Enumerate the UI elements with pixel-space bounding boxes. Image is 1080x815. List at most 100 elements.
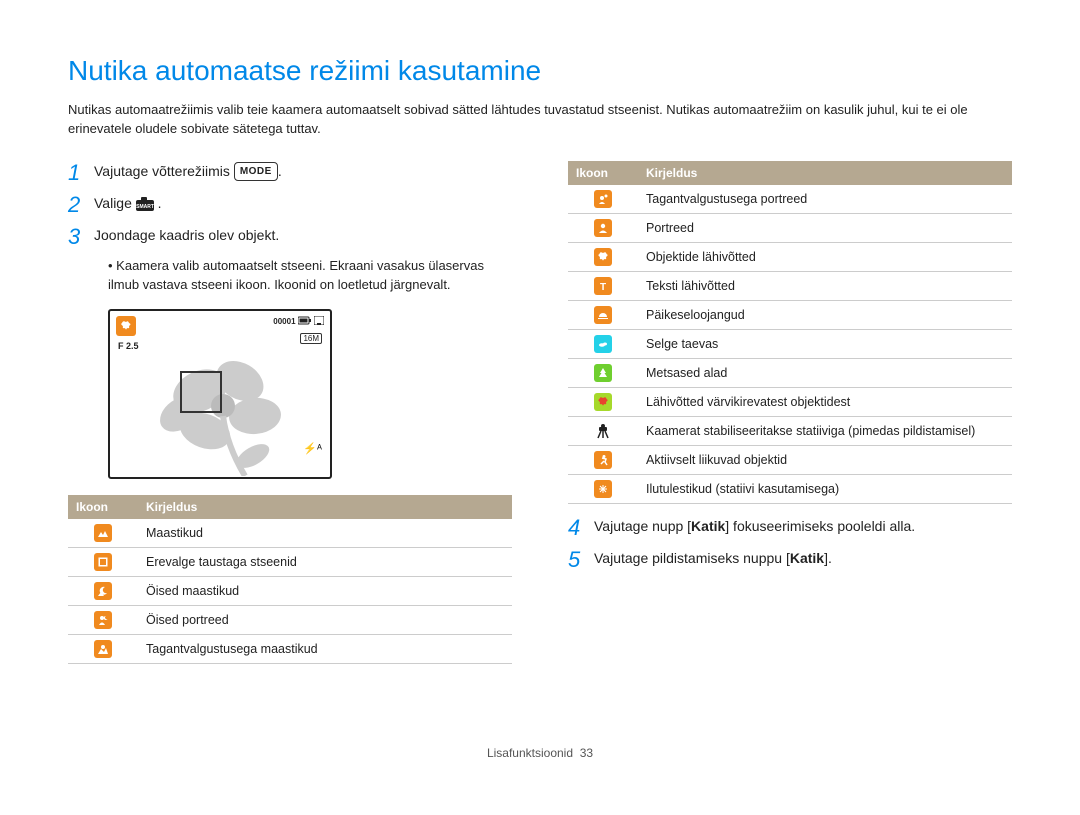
desc-cell: Maastikud (138, 519, 512, 548)
step-5-pre: Vajutage pildistamiseks nuppu [ (594, 550, 790, 566)
th-desc: Kirjeldus (138, 495, 512, 519)
footer-label: Lisafunktsioonid (487, 746, 573, 760)
portrait-icon (594, 219, 612, 237)
step-2: 2 Valige SMART . (68, 193, 512, 217)
table-row: Erevalge taustaga stseenid (68, 547, 512, 576)
step-number: 5 (568, 548, 594, 572)
icon-cell (568, 329, 638, 358)
landscape-icon (94, 524, 112, 542)
icon-cell (68, 547, 138, 576)
action-icon (594, 451, 612, 469)
step-5-bold: Katik (790, 550, 824, 566)
step-4-pre: Vajutage nupp [ (594, 518, 691, 534)
desc-cell: Metsased alad (638, 358, 1012, 387)
fireworks-icon (594, 480, 612, 498)
table-row: Tagantvalgustusega maastikud (68, 634, 512, 663)
desc-cell: Selge taevas (638, 329, 1012, 358)
forest-icon (594, 364, 612, 382)
step-4: 4 Vajutage nupp [Katik] fokuseerimiseks … (568, 516, 1012, 540)
table-row: Maastikud (68, 519, 512, 548)
aperture-value: F 2.5 (118, 341, 139, 351)
desc-cell: Aktiivselt liikuvad objektid (638, 445, 1012, 474)
icon-table-left: Ikoon Kirjeldus MaastikudErevalge tausta… (68, 495, 512, 664)
step-1: 1 Vajutage võtterežiimis MODE. (68, 161, 512, 185)
desc-cell: Tagantvalgustusega portreed (638, 185, 1012, 214)
left-column: 1 Vajutage võtterežiimis MODE. 2 Valige … (68, 161, 512, 676)
step-number: 3 (68, 225, 94, 249)
icon-cell (568, 445, 638, 474)
backlit-land-icon (94, 640, 112, 658)
desc-cell: Teksti lähivõtted (638, 271, 1012, 300)
focus-frame (180, 371, 222, 413)
step-number: 2 (68, 193, 94, 217)
desc-cell: Portreed (638, 213, 1012, 242)
step-1-text-pre: Vajutage võtterežiimis (94, 163, 234, 179)
page-title: Nutika automaatse režiimi kasutamine (68, 55, 1012, 87)
step-5-post: ]. (824, 550, 832, 566)
desc-cell: Öised maastikud (138, 576, 512, 605)
camera-preview: 00001 F 2.5 16M ⚡ᴬ (108, 309, 332, 479)
icon-cell (568, 300, 638, 329)
icon-cell (68, 576, 138, 605)
table-row: Portreed (568, 213, 1012, 242)
svg-text:T: T (600, 282, 606, 292)
icon-cell (568, 213, 638, 242)
table-row: Selge taevas (568, 329, 1012, 358)
table-row: Aktiivselt liikuvad objektid (568, 445, 1012, 474)
step-4-bold: Katik (691, 518, 725, 534)
icon-cell: T (568, 271, 638, 300)
sunset-icon (594, 306, 612, 324)
night-land-icon (94, 582, 112, 600)
mode-badge: MODE (234, 162, 278, 181)
table-row: Kaamerat stabiliseeritakse statiiviga (p… (568, 416, 1012, 445)
tripod-icon (594, 422, 612, 440)
table-row: Metsased alad (568, 358, 1012, 387)
icon-cell (568, 185, 638, 214)
svg-text:SMART: SMART (136, 204, 154, 210)
step-4-post: ] fokuseerimiseks pooleldi alla. (725, 518, 915, 534)
intro-text: Nutikas automaatrežiimis valib teie kaam… (68, 101, 1012, 139)
step-1-text-post: . (278, 163, 282, 179)
icon-cell (68, 605, 138, 634)
icon-cell (568, 474, 638, 503)
table-row: Öised maastikud (68, 576, 512, 605)
resolution-badge: 16M (300, 333, 322, 344)
text-icon: T (594, 277, 612, 295)
step-3-sub-bullet: Kaamera valib automaatselt stseeni. Ekra… (108, 257, 512, 295)
table-row: Objektide lähivõtted (568, 242, 1012, 271)
icon-cell (68, 519, 138, 548)
th-icon: Ikoon (68, 495, 138, 519)
sky-icon (594, 335, 612, 353)
table-row: Tagantvalgustusega portreed (568, 185, 1012, 214)
step-2-text-post: . (154, 195, 162, 211)
th-desc: Kirjeldus (638, 161, 1012, 185)
desc-cell: Öised portreed (138, 605, 512, 634)
icon-cell (568, 358, 638, 387)
step-5: 5 Vajutage pildistamiseks nuppu [Katik]. (568, 548, 1012, 572)
icon-cell (68, 634, 138, 663)
desc-cell: Erevalge taustaga stseenid (138, 547, 512, 576)
desc-cell: Päikeseloojangud (638, 300, 1012, 329)
white-frame-icon (94, 553, 112, 571)
flower-silhouette (145, 346, 305, 476)
table-row: Päikeseloojangud (568, 300, 1012, 329)
flash-auto-icon: ⚡ᴬ (303, 442, 322, 455)
night-portrait-icon (94, 611, 112, 629)
shot-counter: 00001 (273, 317, 295, 326)
icon-cell (568, 416, 638, 445)
scene-macro-icon (116, 316, 136, 336)
desc-cell: Tagantvalgustusega maastikud (138, 634, 512, 663)
th-icon: Ikoon (568, 161, 638, 185)
desc-cell: Kaamerat stabiliseeritakse statiiviga (p… (638, 416, 1012, 445)
footer-page: 33 (580, 746, 593, 760)
step-2-text-pre: Valige (94, 195, 136, 211)
desc-cell: Lähivõtted värvikirevatest objektidest (638, 387, 1012, 416)
icon-cell (568, 242, 638, 271)
color-macro-icon (594, 393, 612, 411)
backlit-portrait-icon (594, 190, 612, 208)
desc-cell: Objektide lähivõtted (638, 242, 1012, 271)
table-row: Öised portreed (68, 605, 512, 634)
step-number: 1 (68, 161, 94, 185)
step-3: 3 Joondage kaadris olev objekt. (68, 225, 512, 249)
table-row: Ilutulestikud (statiivi kasutamisega) (568, 474, 1012, 503)
